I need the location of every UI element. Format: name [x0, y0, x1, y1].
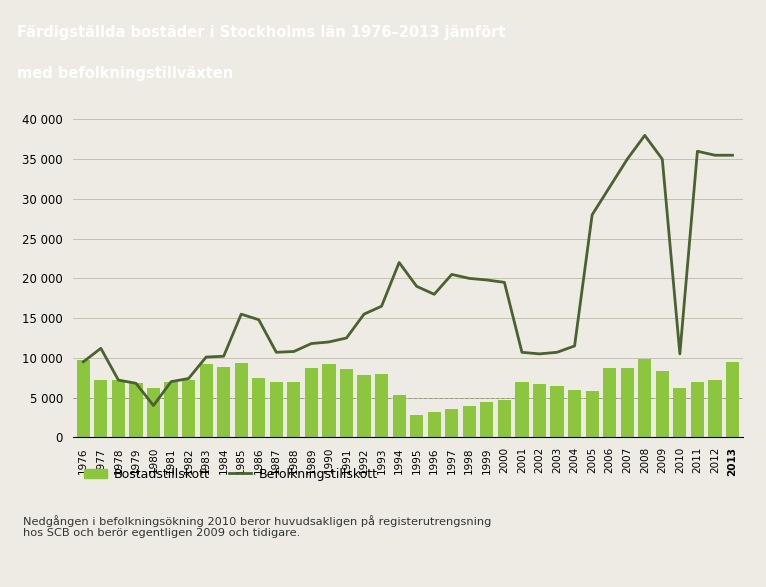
Text: Nedgången i befolkningsökning 2010 beror huvudsakligen på registerutrengsning
ho: Nedgången i befolkningsökning 2010 beror… [23, 515, 491, 538]
Bar [533, 384, 546, 437]
Bar [287, 382, 300, 437]
Bar [603, 368, 617, 437]
Bar [358, 375, 371, 437]
Bar [129, 383, 142, 437]
Text: med befolkningstillväxten: med befolkningstillväxten [17, 66, 233, 80]
Bar [322, 364, 336, 437]
Bar [165, 382, 178, 437]
Bar [182, 380, 195, 437]
Bar [656, 372, 669, 437]
Bar [516, 382, 529, 437]
Bar [270, 382, 283, 437]
Bar [427, 412, 440, 437]
Bar [568, 390, 581, 437]
Bar [480, 402, 493, 437]
Bar [709, 380, 722, 437]
Bar [77, 360, 90, 437]
Bar [498, 400, 511, 437]
Bar [673, 388, 686, 437]
Bar [234, 363, 247, 437]
Bar [392, 395, 406, 437]
Bar [585, 391, 599, 437]
Bar [147, 388, 160, 437]
Bar [340, 369, 353, 437]
Bar [252, 377, 265, 437]
Bar [551, 386, 564, 437]
Bar [638, 359, 651, 437]
Legend: Bostadstillskott, Befolkningstillskott: Bostadstillskott, Befolkningstillskott [79, 463, 383, 485]
Bar [410, 415, 424, 437]
Bar [94, 380, 107, 437]
Bar [445, 409, 458, 437]
Bar [691, 382, 704, 437]
Bar [112, 380, 125, 437]
Text: Färdigställda bostäder i Stockholms län 1976–2013 jämfört: Färdigställda bostäder i Stockholms län … [17, 25, 506, 41]
Bar [199, 364, 213, 437]
Bar [305, 368, 318, 437]
Bar [463, 406, 476, 437]
Bar [217, 367, 231, 437]
Bar [726, 362, 739, 437]
Bar [375, 374, 388, 437]
Bar [620, 368, 633, 437]
